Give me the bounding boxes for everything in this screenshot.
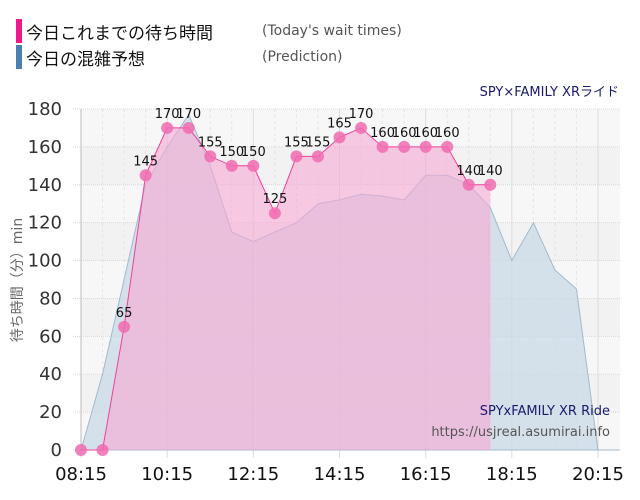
y-axis: 0 20 40 60 80 100 120 140 160 180 [28,99,62,461]
legend-swatch-prediction [16,45,22,69]
data-label: 155 [306,135,331,150]
data-point[interactable] [268,207,281,220]
data-point[interactable] [247,159,260,172]
y-tick-label: 0 [51,440,62,461]
data-point[interactable] [484,178,497,191]
data-label: 155 [198,135,223,150]
data-label: 160 [392,126,417,141]
data-label: 140 [456,164,481,179]
legend-item-prediction[interactable]: 今日の混雑予想 (Prediction) [16,44,402,70]
data-label: 65 [116,306,133,321]
y-tick-label: 180 [28,99,62,120]
data-label: 160 [435,126,460,141]
data-label: 160 [413,126,438,141]
legend-sub-actual: (Today's wait times) [262,23,402,39]
y-tick-label: 80 [39,288,62,309]
data-point[interactable] [75,444,87,456]
data-label: 140 [478,164,503,179]
y-tick-label: 100 [28,251,62,272]
data-label: 160 [370,126,395,141]
chart-title: SPY×FAMILY XRライド [480,85,619,100]
watermark-name: SPYxFAMILY XR Ride [480,404,610,419]
x-tick-label: 18:15 [486,464,538,485]
data-point[interactable] [182,121,195,134]
legend-swatch-actual [16,19,22,43]
y-tick-label: 160 [28,137,62,158]
y-tick-label: 60 [39,326,62,347]
x-tick-label: 14:15 [314,464,366,485]
data-point[interactable] [462,178,475,191]
data-label: 165 [327,116,352,131]
data-point[interactable] [290,150,303,163]
data-point[interactable] [161,121,174,134]
data-point[interactable] [204,150,217,163]
x-tick-label: 12:15 [227,464,279,485]
data-label: 145 [133,154,158,169]
data-point[interactable] [333,131,346,144]
data-point[interactable] [225,159,238,172]
data-label: 170 [349,107,374,122]
data-point[interactable] [139,169,152,182]
data-point[interactable] [398,140,411,153]
y-tick-label: 120 [28,213,62,234]
x-tick-label: 20:15 [572,464,624,485]
watermark-url: https://usjreal.asumirai.info [431,425,610,440]
legend-label-prediction: 今日の混雑予想 [26,49,145,70]
data-point[interactable] [376,140,389,153]
legend-label-actual: 今日これまでの待ち時間 [26,23,213,44]
data-point[interactable] [311,150,324,163]
y-tick-label: 40 [39,364,62,385]
data-point[interactable] [419,140,432,153]
x-tick-label: 16:15 [400,464,452,485]
data-point[interactable] [96,444,109,456]
data-label: 155 [284,135,309,150]
y-tick-label: 140 [28,175,62,196]
data-label: 170 [176,107,201,122]
legend-item-actual[interactable]: 今日これまでの待ち時間 (Today's wait times) [16,18,402,44]
legend-sub-prediction: (Prediction) [262,49,343,65]
y-tick-label: 20 [39,402,62,423]
x-axis: 08:15 10:15 12:15 14:15 16:15 18:15 20:15 [55,464,624,485]
data-point[interactable] [441,140,454,153]
data-label: 170 [155,107,180,122]
legend: 今日これまでの待ち時間 (Today's wait times) 今日の混雑予想… [16,18,402,70]
data-label: 150 [241,145,266,160]
data-point[interactable] [355,121,368,134]
x-tick-label: 08:15 [55,464,107,485]
data-label: 125 [262,192,287,207]
x-tick-label: 10:15 [141,464,193,485]
actual-series: 6514517017015515015012515515516517016016… [75,107,503,456]
data-label: 150 [219,145,244,160]
data-point[interactable] [118,320,131,333]
y-axis-label: 待ち時間（分）min [10,218,26,342]
